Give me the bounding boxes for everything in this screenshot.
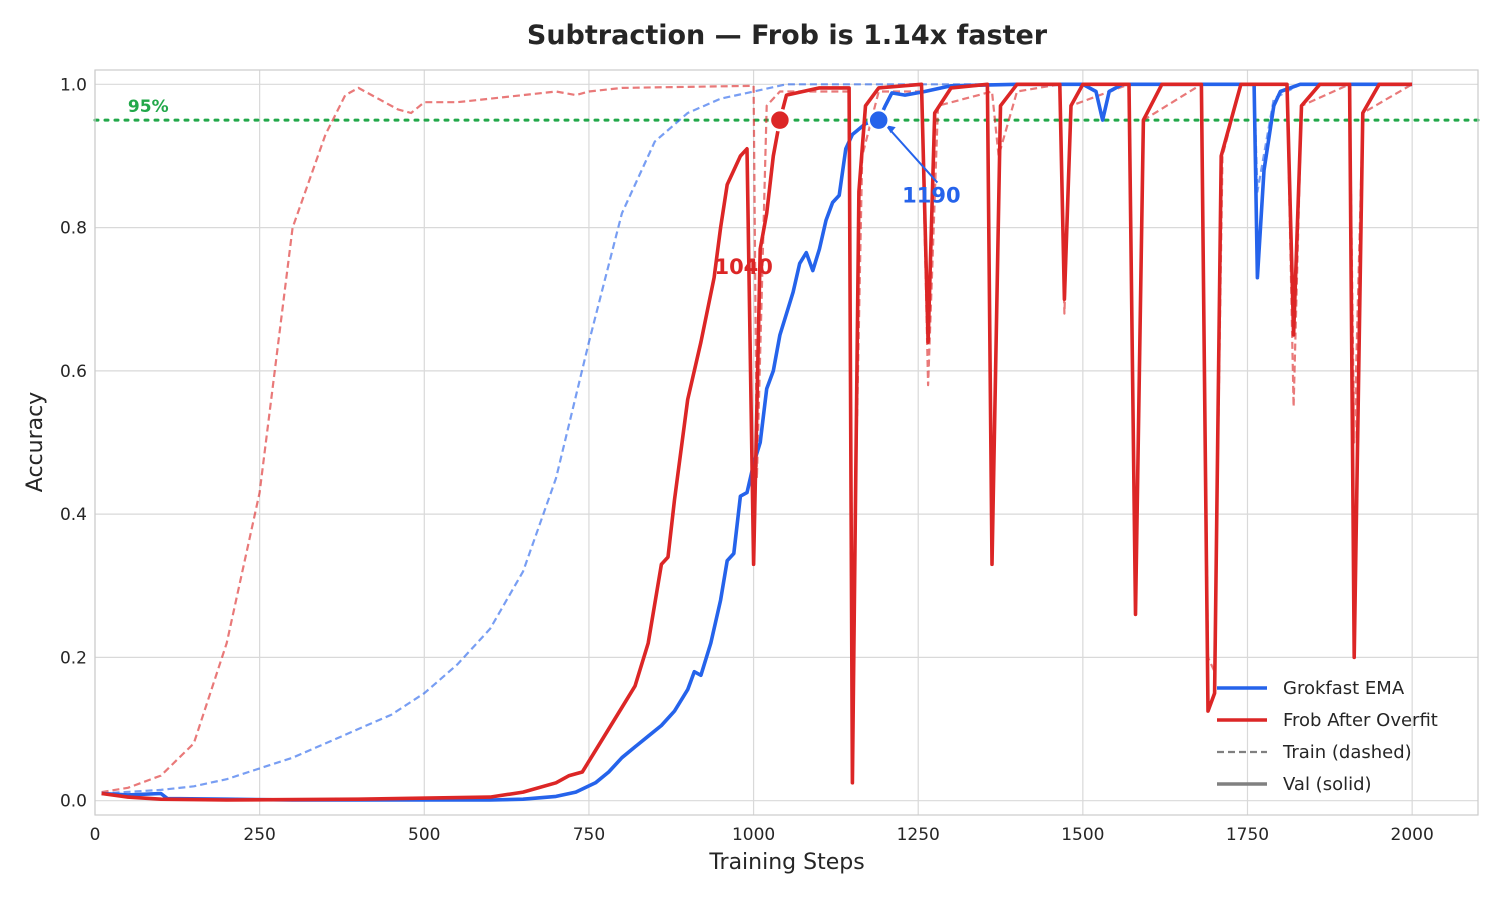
x-tick-label: 500 — [408, 825, 440, 845]
legend-entry: Grokfast EMA — [1283, 678, 1405, 699]
annotation-label: 1190 — [902, 184, 960, 208]
grid — [94, 70, 1478, 815]
x-tick-label: 1000 — [732, 825, 775, 845]
y-tick-label: 0.0 — [60, 792, 87, 812]
threshold-label: 95% — [128, 97, 169, 117]
y-tick-label: 0.6 — [60, 362, 87, 382]
x-tick-label: 1250 — [897, 825, 940, 845]
x-tick-label: 1750 — [1226, 825, 1269, 845]
x-tick-label: 2000 — [1391, 825, 1434, 845]
frob-after-overfit-val-line — [101, 82, 1413, 802]
x-tick-label: 1500 — [1061, 825, 1104, 845]
x-ticks: 0 250 500 750 1000 1250 1500 1750 2000 — [90, 825, 1434, 845]
annotation-marker — [867, 108, 890, 132]
y-axis-label: Accuracy — [23, 392, 48, 492]
y-tick-label: 0.8 — [60, 219, 87, 239]
y-tick-label: 0.2 — [60, 648, 87, 668]
legend-entry: Train (dashed) — [1282, 742, 1412, 763]
y-ticks: 0.0 0.2 0.4 0.6 0.8 1.0 — [60, 75, 87, 811]
x-tick-label: 250 — [243, 825, 275, 845]
annotation-arrowhead — [885, 125, 896, 134]
x-tick-label: 0 — [90, 825, 101, 845]
annotation-marker — [768, 108, 792, 132]
annotation-label: 1040 — [714, 255, 772, 279]
y-tick-label: 0.4 — [60, 505, 87, 525]
annotations: 1040 1190 — [714, 108, 961, 279]
legend-entry: Val (solid) — [1283, 774, 1372, 795]
grokfast-ema-val-line — [101, 82, 1413, 802]
legend: Grokfast EMA Frob After Overfit Train (das… — [1217, 678, 1438, 795]
annotation-arrow — [886, 126, 939, 184]
x-tick-label: 750 — [573, 825, 605, 845]
plot-frame — [94, 69, 1479, 816]
x-axis-label: Training Steps — [708, 850, 864, 875]
legend-entry: Frob After Overfit — [1283, 710, 1438, 731]
y-tick-label: 1.0 — [60, 75, 87, 95]
val-lines — [101, 82, 1413, 802]
chart-title: Subtraction — Frob is 1.14x faster — [527, 20, 1048, 51]
